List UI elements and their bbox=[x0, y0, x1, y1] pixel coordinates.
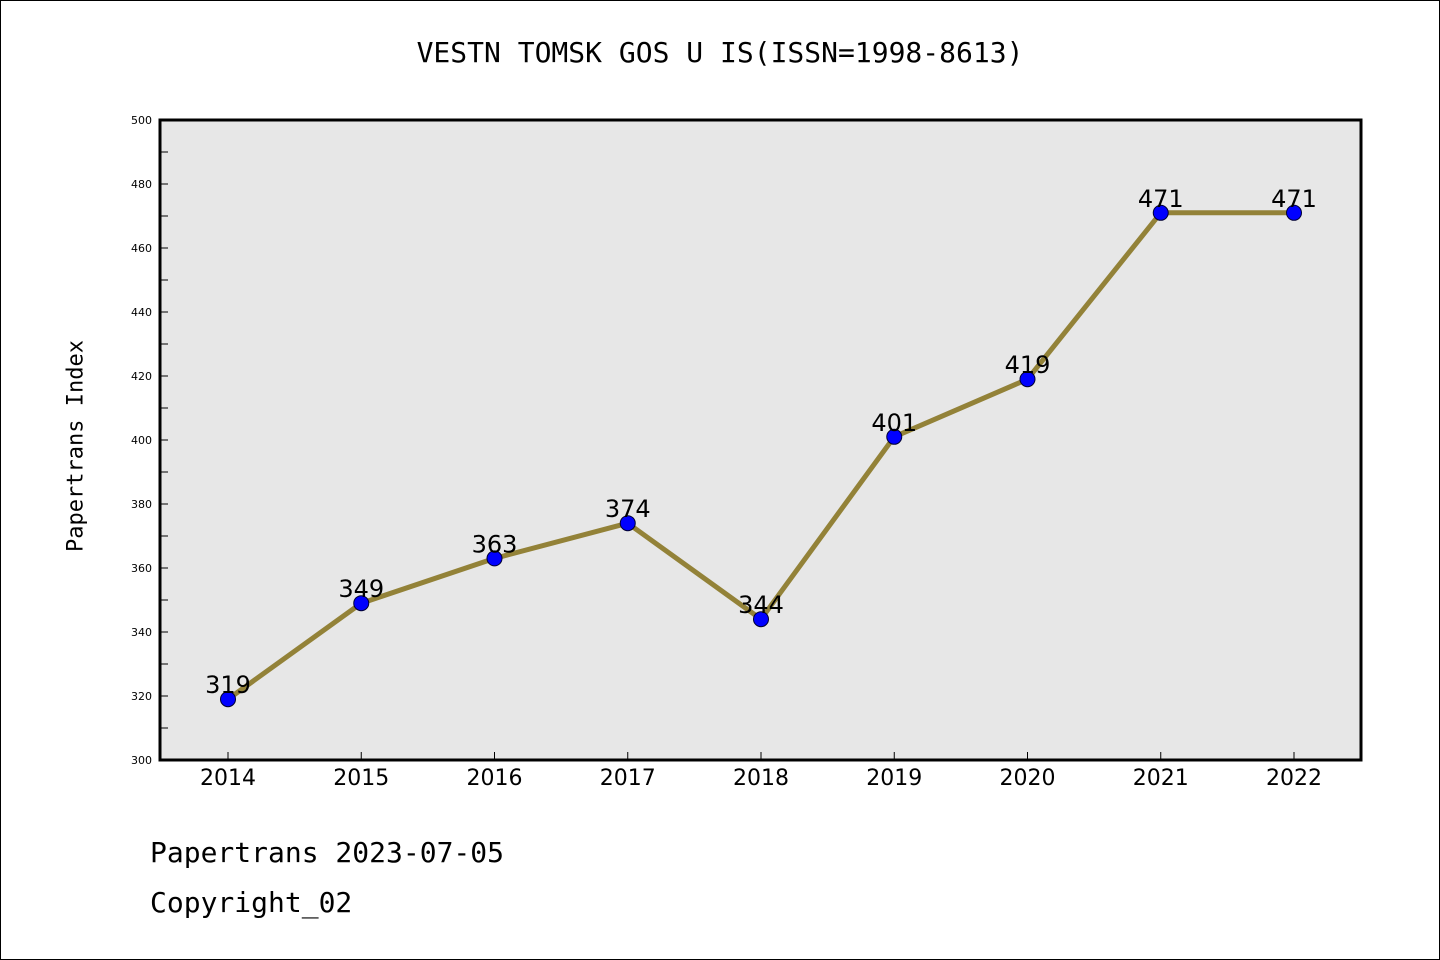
x-tick-label: 2015 bbox=[333, 766, 389, 791]
data-point bbox=[1019, 371, 1036, 388]
y-tick-label: 300 bbox=[131, 754, 152, 767]
x-tick-label: 2022 bbox=[1266, 766, 1322, 791]
y-tick-label: 420 bbox=[131, 370, 152, 383]
x-tick-label: 2019 bbox=[866, 766, 922, 791]
x-axis: 2014 2015 2016 2017 2018 2019 2020 2021 2022 bbox=[200, 752, 1322, 791]
data-point bbox=[619, 515, 636, 532]
data-label: 471 bbox=[1138, 185, 1184, 213]
x-tick-label: 2018 bbox=[733, 766, 789, 791]
data-label: 363 bbox=[472, 530, 518, 558]
data-point bbox=[753, 611, 769, 628]
data-label: 344 bbox=[738, 591, 784, 619]
data-point bbox=[1286, 204, 1302, 221]
x-tick-label: 2016 bbox=[467, 766, 523, 791]
y-tick-label: 440 bbox=[131, 306, 152, 319]
data-point bbox=[353, 595, 370, 612]
y-tick-label: 360 bbox=[131, 562, 152, 575]
y-tick-label: 320 bbox=[131, 690, 152, 703]
data-label: 419 bbox=[1005, 351, 1051, 379]
y-tick-label: 500 bbox=[131, 114, 152, 127]
series-group: 319 349 363 374 344 401 419 471 471 bbox=[205, 185, 1317, 708]
plot-area bbox=[160, 120, 1361, 760]
x-tick-label: 2014 bbox=[200, 766, 256, 791]
y-axis: 300 320 340 360 380 400 420 440 460 480 500 bbox=[131, 114, 168, 767]
data-point bbox=[886, 428, 903, 445]
data-point bbox=[1152, 204, 1169, 221]
footer-copyright: Copyright_02 bbox=[150, 886, 353, 919]
y-tick-label: 460 bbox=[131, 242, 152, 255]
y-tick-label: 340 bbox=[131, 626, 152, 639]
data-label: 374 bbox=[605, 495, 651, 523]
y-tick-label: 380 bbox=[131, 498, 152, 511]
plot-border bbox=[158, 118, 1363, 762]
x-tick-label: 2021 bbox=[1133, 766, 1189, 791]
footer-date: Papertrans 2023-07-05 bbox=[150, 836, 505, 869]
y-tick-label: 400 bbox=[131, 434, 152, 447]
y-tick-label: 480 bbox=[131, 178, 152, 191]
x-tick-label: 2017 bbox=[600, 766, 656, 791]
data-label: 349 bbox=[338, 575, 384, 603]
data-point bbox=[220, 691, 236, 708]
data-point bbox=[486, 550, 503, 567]
chart-title: VESTN TOMSK GOS U IS(ISSN=1998-8613) bbox=[416, 36, 1024, 69]
data-label: 401 bbox=[871, 409, 917, 437]
x-tick-label: 2020 bbox=[1000, 766, 1056, 791]
data-label: 319 bbox=[205, 671, 251, 699]
data-label: 471 bbox=[1271, 185, 1317, 213]
